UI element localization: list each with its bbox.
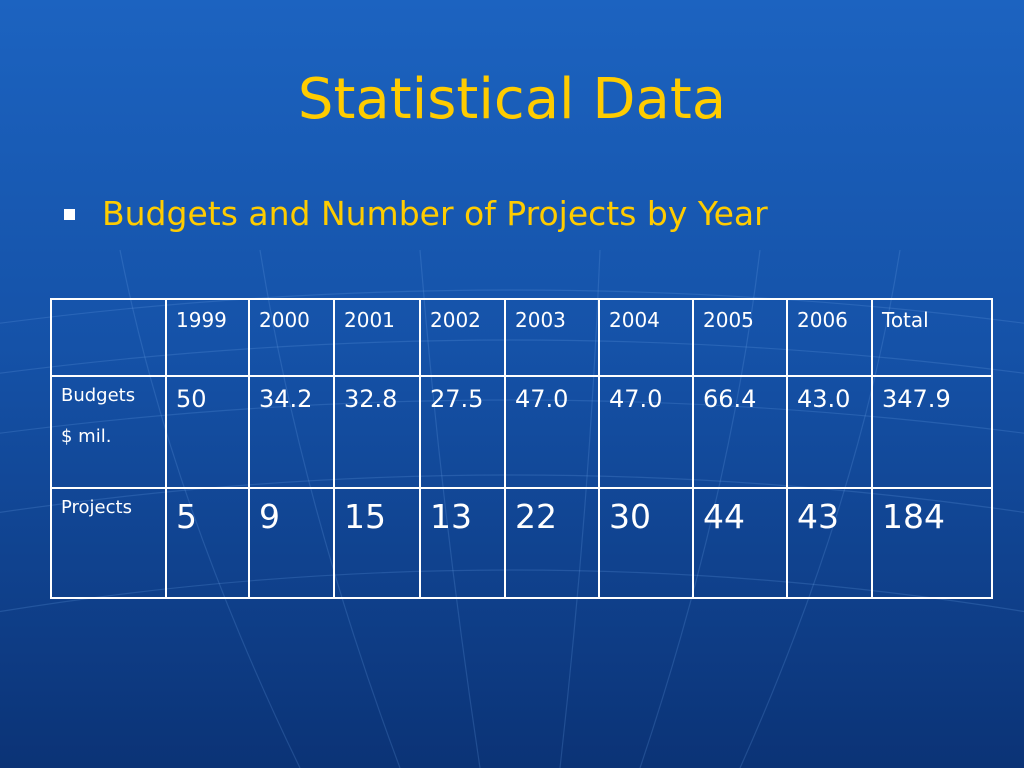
- value-cell: 5: [165, 487, 250, 599]
- corner-cell: [50, 298, 167, 377]
- value-cell: 44: [692, 487, 788, 599]
- row-label: Projects: [50, 487, 167, 599]
- value-cell: 34.2: [248, 375, 335, 489]
- value-cell: 9: [248, 487, 335, 599]
- row-label-line: Projects: [61, 497, 132, 518]
- header-cell: 2002: [419, 298, 506, 377]
- bullet-marker: [64, 209, 75, 220]
- value-cell: 15: [333, 487, 421, 599]
- value-cell: 66.4: [692, 375, 788, 489]
- header-cell: 2000: [248, 298, 335, 377]
- row-label: Budgets $ mil.: [50, 375, 167, 489]
- header-cell: Total: [871, 298, 993, 377]
- header-cell: 2003: [504, 298, 600, 377]
- header-cell: 2005: [692, 298, 788, 377]
- header-cell: 1999: [165, 298, 250, 377]
- header-cell: 2006: [786, 298, 873, 377]
- value-cell: 50: [165, 375, 250, 489]
- value-cell: 30: [598, 487, 694, 599]
- bullet-text: Budgets and Number of Projects by Year: [102, 194, 768, 233]
- value-cell: 43: [786, 487, 873, 599]
- table-row: Budgets $ mil. 50 34.2 32.8 27.5 47.0 47.0 66.4 4…: [50, 375, 993, 489]
- header-row: 1999 2000 2001 2002 2003 2004 2005 2006 Total: [50, 298, 993, 377]
- value-cell: 347.9: [871, 375, 993, 489]
- value-cell: 22: [504, 487, 600, 599]
- value-cell: 27.5: [419, 375, 506, 489]
- value-cell: 47.0: [504, 375, 600, 489]
- value-cell: 32.8: [333, 375, 421, 489]
- value-cell: 13: [419, 487, 506, 599]
- table-row: Projects 5 9 15 13 22 30 44 43 184: [50, 487, 993, 599]
- row-label-line: Budgets: [61, 385, 136, 406]
- slide-title: Statistical Data: [297, 67, 727, 132]
- header-cell: 2004: [598, 298, 694, 377]
- header-cell: 2001: [333, 298, 421, 377]
- data-table: 1999 2000 2001 2002 2003 2004 2005 2006 Total Bud…: [50, 298, 993, 599]
- value-cell: 47.0: [598, 375, 694, 489]
- row-label-line: $ mil.: [61, 426, 112, 447]
- value-cell: 184: [871, 487, 993, 599]
- value-cell: 43.0: [786, 375, 873, 489]
